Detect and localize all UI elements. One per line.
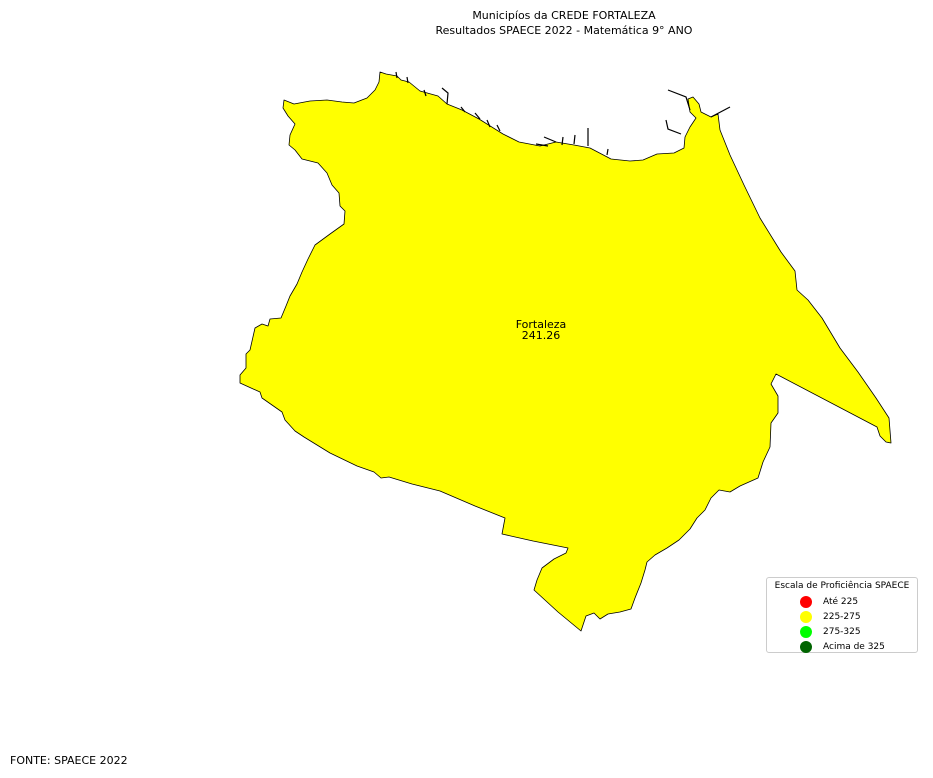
legend-item-ate-225: Até 225 bbox=[800, 595, 858, 608]
legend-title: Escala de Proficiência SPAECE bbox=[774, 581, 910, 591]
legend-marker-icon bbox=[800, 595, 812, 608]
legend-label: 275-325 bbox=[823, 626, 861, 637]
municipality-fortaleza[interactable] bbox=[239, 71, 892, 632]
legend-label: Até 225 bbox=[823, 596, 859, 607]
legend-marker-icon bbox=[800, 640, 812, 653]
legend-item-275-325: 275-325 bbox=[800, 625, 861, 638]
legend-marker-icon bbox=[800, 625, 812, 638]
municipality-name-label: Fortaleza bbox=[516, 318, 567, 331]
legend-label: Acima de 325 bbox=[823, 641, 885, 652]
legend-marker-icon bbox=[800, 610, 812, 623]
legend-item-acima-325: Acima de 325 bbox=[800, 640, 885, 653]
legend: Escala de Proficiência SPAECE Até 225 22… bbox=[766, 577, 918, 653]
source-note: FONTE: SPAECE 2022 bbox=[10, 754, 128, 767]
municipality-value-label: 241.26 bbox=[522, 329, 561, 342]
map-title: Municipíos da CREDE FORTALEZA bbox=[472, 9, 656, 22]
legend-label: 225-275 bbox=[823, 611, 861, 622]
map-subtitle: Resultados SPAECE 2022 - Matemática 9° A… bbox=[435, 24, 693, 37]
coast-tidelines bbox=[395, 71, 731, 156]
legend-item-225-275: 225-275 bbox=[800, 610, 861, 623]
